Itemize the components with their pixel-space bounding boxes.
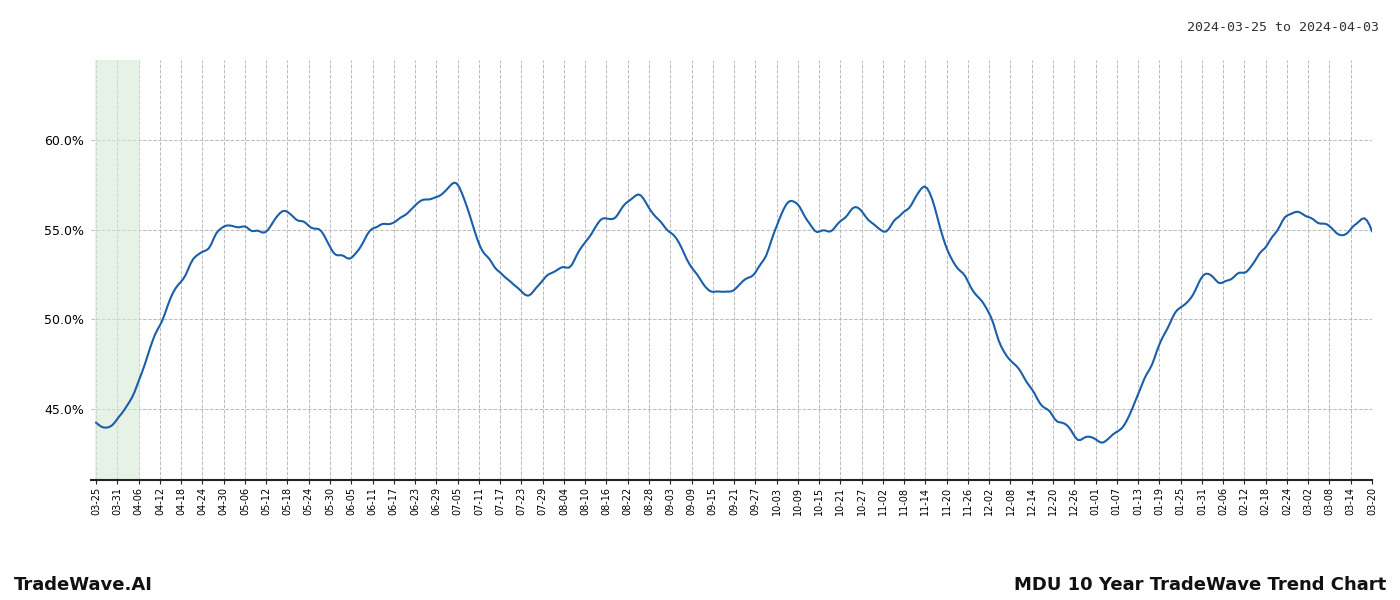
Text: MDU 10 Year TradeWave Trend Chart: MDU 10 Year TradeWave Trend Chart: [1014, 576, 1386, 594]
Bar: [95, 60, 140, 480]
Text: 2024-03-25 to 2024-04-03: 2024-03-25 to 2024-04-03: [1187, 21, 1379, 34]
Text: TradeWave.AI: TradeWave.AI: [14, 576, 153, 594]
